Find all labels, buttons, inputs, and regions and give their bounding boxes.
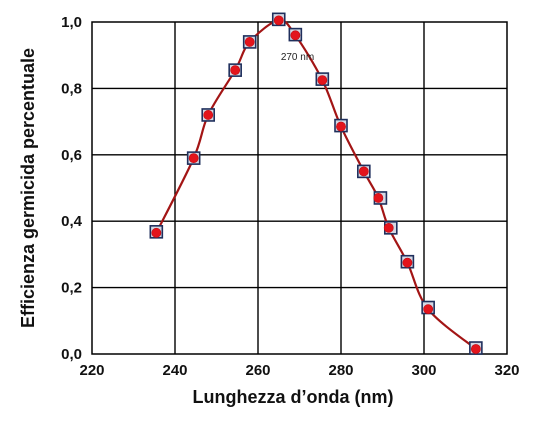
plot-frame (91, 21, 508, 355)
grid (92, 22, 507, 354)
data-point (151, 227, 162, 238)
x-tick-label: 240 (162, 362, 187, 379)
data-point (373, 193, 384, 203)
data-point (470, 344, 481, 354)
square-markers (149, 12, 483, 355)
x-axis-title: Lunghezza d’onda (nm) (193, 387, 394, 407)
x-tick-label: 260 (245, 362, 270, 379)
x-tick-label: 220 (79, 362, 104, 379)
y-tick-label: 0,6 (61, 147, 82, 164)
data-point (402, 257, 413, 268)
point-markers (151, 15, 481, 354)
data-point (188, 153, 199, 164)
y-tick-label: 0,8 (61, 80, 82, 97)
peak-annotation: 270 nm (281, 52, 314, 63)
y-tick-label: 1,0 (61, 14, 82, 31)
x-tick-label: 320 (494, 362, 519, 379)
data-point (317, 75, 328, 85)
data-point (244, 37, 255, 47)
data-point (358, 166, 369, 177)
data-point (383, 222, 394, 233)
y-tick-label: 0,4 (61, 213, 83, 230)
data-point (230, 65, 241, 76)
y-tick-label: 0,2 (61, 280, 82, 297)
data-point (273, 15, 284, 26)
data-point (290, 30, 301, 41)
x-tick-label: 300 (411, 362, 436, 379)
y-tick-label: 0,0 (61, 346, 82, 363)
data-point (203, 110, 214, 120)
y-axis-ticks: 0,0 0,2 0,4 0,6 0,8 1,0 (61, 14, 83, 363)
y-axis-title: Efficienza germicida percentuale (18, 48, 38, 328)
data-point (336, 121, 346, 132)
x-axis-ticks: 220 240 260 280 300 320 (79, 362, 519, 379)
data-point (423, 304, 434, 315)
series-curve (155, 19, 477, 350)
x-tick-label: 280 (328, 362, 353, 379)
